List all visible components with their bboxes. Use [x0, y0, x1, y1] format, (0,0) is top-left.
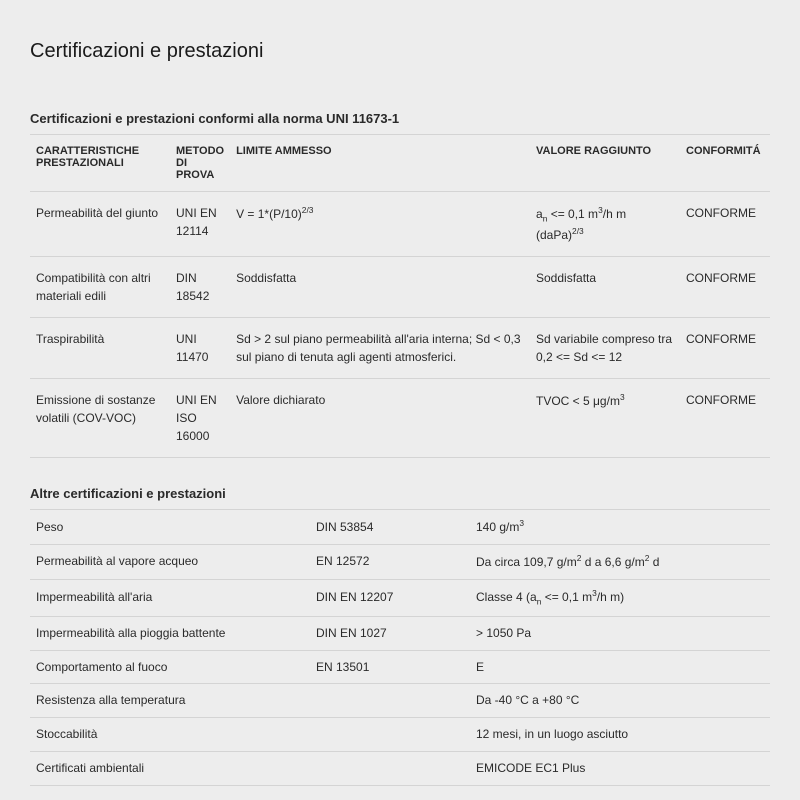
table-cell: an <= 0,1 m3/h m (daPa)2/3 [530, 192, 680, 257]
table-cell: 12 mesi, in un luogo asciutto [470, 718, 770, 752]
table-cell: Sd > 2 sul piano permeabilità all'aria i… [230, 318, 530, 379]
table-cell: Traspirabilità [30, 318, 170, 379]
table-cell: EMICODE EC1 Plus [470, 751, 770, 785]
table-cell: Permeabilità al vapore acqueo [30, 544, 310, 579]
table-cell: Da circa 109,7 g/m2 d a 6,6 g/m2 d [470, 544, 770, 579]
table-cell: DIN EN 12207 [310, 579, 470, 616]
section1: Certificazioni e prestazioni conformi al… [30, 103, 770, 458]
table-cell: Valore dichiarato [230, 379, 530, 458]
table-cell: TVOC < 5 μg/m3 [530, 379, 680, 458]
table-cell [310, 751, 470, 785]
table-cell: Certificati ambientali [30, 751, 310, 785]
table-cell: Compatibilità con altri materiali edili [30, 257, 170, 318]
table-row: Permeabilità al vapore acqueoEN 12572Da … [30, 544, 770, 579]
table-cell: Impermeabilità all'aria [30, 579, 310, 616]
table-cell: EN 12572 [310, 544, 470, 579]
table-cell: Soddisfatta [230, 257, 530, 318]
page-title: Certificazioni e prestazioni [30, 40, 770, 63]
table-cell: Classe 4 (an <= 0,1 m3/h m) [470, 579, 770, 616]
table-cell: V = 1*(P/10)2/3 [230, 192, 530, 257]
table-cell: Comportamento al fuoco [30, 650, 310, 684]
table-row: TraspirabilitàUNI 11470Sd > 2 sul piano … [30, 318, 770, 379]
table-cell: Resistenza alla temperatura [30, 684, 310, 718]
table-cell: UNI EN 12114 [170, 192, 230, 257]
table-row: Impermeabilità alla pioggia battenteDIN … [30, 616, 770, 650]
col-caratteristiche: CARATTERISTICHE PRESTAZIONALI [30, 135, 170, 192]
table-row: PesoDIN 53854140 g/m3 [30, 510, 770, 544]
table-cell: Impermeabilità alla pioggia battente [30, 616, 310, 650]
col-metodo: METODO DI PROVA [170, 135, 230, 192]
table-row: Impermeabilità all'ariaDIN EN 12207Class… [30, 579, 770, 616]
table-cell [310, 718, 470, 752]
table-cell: Sd variabile compreso tra 0,2 <= Sd <= 1… [530, 318, 680, 379]
table-row: Resistenza alla temperatura Da -40 °C a +… [30, 684, 770, 718]
table-cell: CONFORME [680, 318, 770, 379]
table-cell: CONFORME [680, 257, 770, 318]
table-cell: Da -40 °C a +80 °C [470, 684, 770, 718]
table-cell: DIN 53854 [310, 510, 470, 544]
table-cell: UNI 11470 [170, 318, 230, 379]
table-cell: Emissione di sostanze volatili (COV-VOC) [30, 379, 170, 458]
table-cell: Peso [30, 510, 310, 544]
table-cell [310, 684, 470, 718]
table-cell: DIN EN 1027 [310, 616, 470, 650]
table-cell: > 1050 Pa [470, 616, 770, 650]
table-cell: 140 g/m3 [470, 510, 770, 544]
table-row: Permeabilità del giuntoUNI EN 12114V = 1… [30, 192, 770, 257]
table-cell: Stoccabilità [30, 718, 310, 752]
table-cell: DIN 18542 [170, 257, 230, 318]
table-cell: UNI EN ISO 16000 [170, 379, 230, 458]
table-row: Certificati ambientali EMICODE EC1 Plus [30, 751, 770, 785]
table-cell: CONFORME [680, 192, 770, 257]
table-row: Compatibilità con altri materiali ediliD… [30, 257, 770, 318]
table-row: Stoccabilità 12 mesi, in un luogo asciutt… [30, 718, 770, 752]
table-header-row: CARATTERISTICHE PRESTAZIONALI METODO DI … [30, 135, 770, 192]
section1-header: Certificazioni e prestazioni conformi al… [30, 103, 770, 135]
other-certifications-table: PesoDIN 53854140 g/m3Permeabilità al vap… [30, 510, 770, 786]
certifications-table: CARATTERISTICHE PRESTAZIONALI METODO DI … [30, 135, 770, 458]
table-cell: CONFORME [680, 379, 770, 458]
section2-header: Altre certificazioni e prestazioni [30, 478, 770, 510]
table-cell: Permeabilità del giunto [30, 192, 170, 257]
col-conformita: CONFORMITÁ [680, 135, 770, 192]
table-cell: E [470, 650, 770, 684]
table-row: Comportamento al fuocoEN 13501E [30, 650, 770, 684]
col-valore: VALORE RAGGIUNTO [530, 135, 680, 192]
table-row: Emissione di sostanze volatili (COV-VOC)… [30, 379, 770, 458]
col-limite: LIMITE AMMESSO [230, 135, 530, 192]
section2: Altre certificazioni e prestazioni PesoD… [30, 478, 770, 786]
table-cell: EN 13501 [310, 650, 470, 684]
table-cell: Soddisfatta [530, 257, 680, 318]
